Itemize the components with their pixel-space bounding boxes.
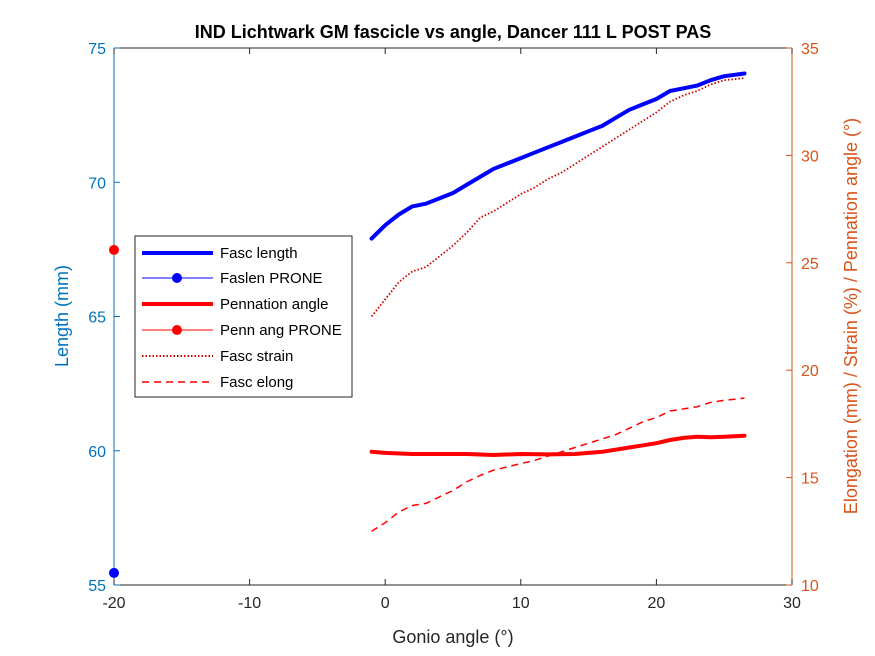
- y-right-tick-label: 35: [801, 41, 819, 58]
- y-right-tick-label: 30: [801, 148, 819, 165]
- legend: Fasc length Faslen PRONE Pennation angle…: [134, 235, 353, 398]
- y-axis-right-label: Elongation (mm) / Strain (%) / Pennation…: [841, 118, 861, 514]
- legend-entry-fasc-length: Fasc length: [142, 245, 298, 262]
- y-left-tick-label: 60: [88, 444, 106, 461]
- y-right-tick-label: 10: [801, 578, 819, 595]
- x-tick-label: 30: [783, 595, 801, 612]
- legend-entry-fasc-elong: Fasc elong: [142, 374, 293, 391]
- legend-entry-fasc-strain: Fasc strain: [142, 348, 293, 365]
- y-left-tick-label: 65: [88, 310, 106, 327]
- x-tick-label: -10: [238, 595, 261, 612]
- legend-label-penn-ang-prone: Penn ang PRONE: [220, 322, 342, 339]
- series-line-fasc-length: [369, 71, 747, 241]
- y-axis-left-label: Length (mm): [52, 265, 72, 367]
- x-tick-label: -20: [102, 595, 125, 612]
- legend-box: [134, 235, 353, 398]
- legend-label-fasc-elong: Fasc elong: [220, 374, 293, 391]
- point-penn-ang-prone: [109, 244, 119, 255]
- series-line-fasc-strain: [370, 77, 745, 318]
- legend-entry-penn-ang-prone: Penn ang PRONE: [142, 322, 342, 339]
- point-faslen-prone: [109, 567, 119, 578]
- y-right-tick-label: 25: [801, 256, 819, 273]
- y-right-tick-label: 20: [801, 363, 819, 380]
- y-left-tick-label: 75: [88, 41, 106, 58]
- legend-label-faslen-prone: Faslen PRONE: [220, 270, 323, 287]
- y-left-tick-label: 55: [88, 578, 106, 595]
- series-layer: [109, 71, 747, 578]
- legend-label-fasc-length: Fasc length: [220, 245, 298, 262]
- legend-entry-faslen-prone: Faslen PRONE: [142, 270, 323, 287]
- series-line-pennation-angle: [369, 433, 747, 457]
- x-tick-label: 20: [648, 595, 666, 612]
- chart-title: IND Lichtwark GM fascicle vs angle, Danc…: [195, 22, 712, 42]
- legend-label-fasc-strain: Fasc strain: [220, 348, 293, 365]
- x-tick-label: 0: [381, 595, 390, 612]
- x-axis-label: Gonio angle (°): [392, 627, 513, 647]
- tick-labels: -20 -10 0 10 20 30 55 60 65 70 75 10 15 20 25 30 35: [88, 41, 819, 612]
- y-left-tick-label: 70: [88, 175, 106, 192]
- y-right-tick-label: 15: [801, 471, 819, 488]
- legend-entry-pennation-angle: Pennation angle: [142, 296, 328, 313]
- x-tick-label: 10: [512, 595, 530, 612]
- legend-label-pennation-angle: Pennation angle: [220, 296, 328, 313]
- legend-marker-faslen-prone: [172, 273, 182, 283]
- legend-marker-penn-ang-prone: [172, 325, 182, 335]
